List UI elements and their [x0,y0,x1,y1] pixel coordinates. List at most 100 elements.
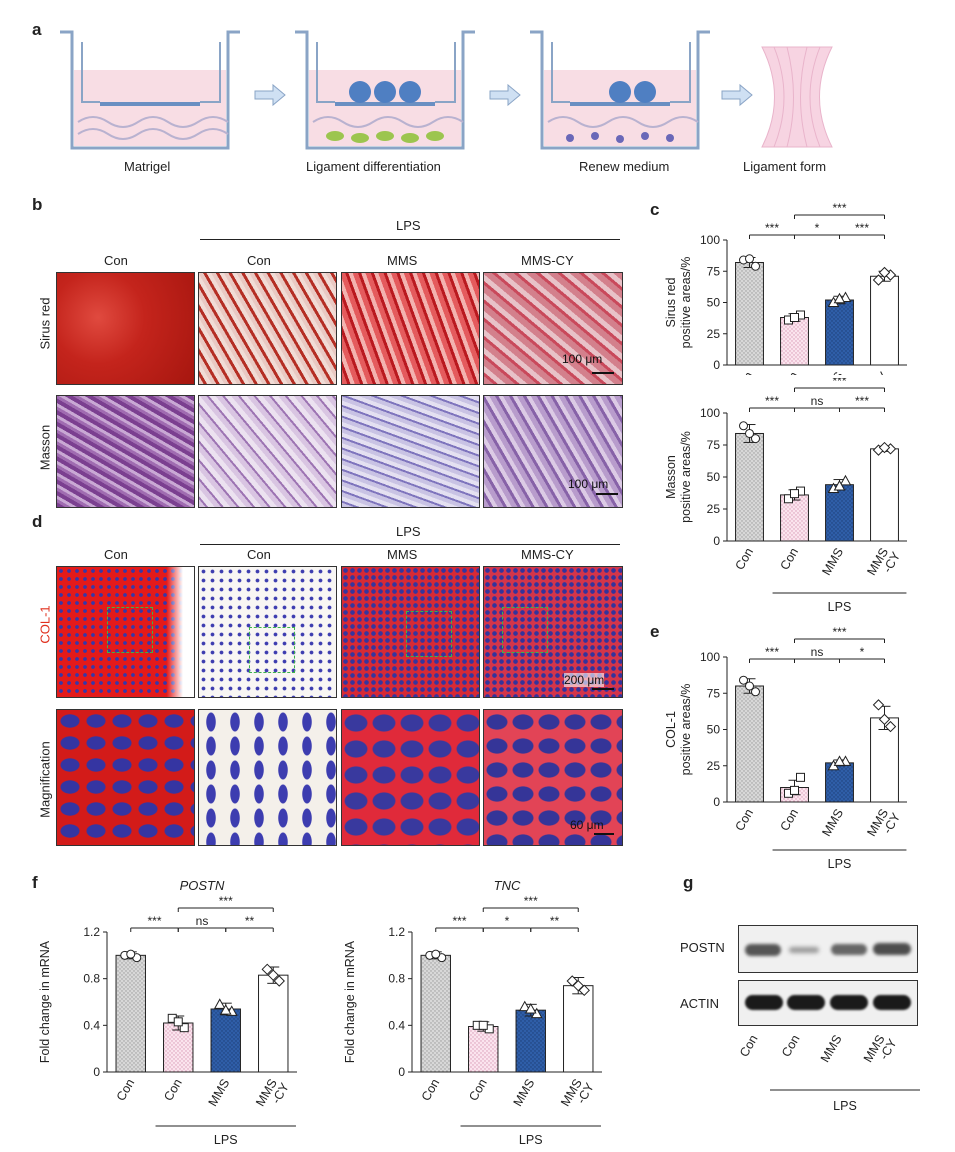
chart-title: POSTN [180,878,225,893]
x-tick-label: MMS [819,370,846,376]
scale-bar: 60 μm [570,818,614,835]
significance-bracket [839,658,885,663]
significance-bracket [482,927,532,932]
blot-actin [738,980,918,1026]
data-point [745,681,754,691]
blot-band [789,947,819,953]
x-tick-label: MMS [511,1077,538,1109]
significance-label: ns [196,914,209,928]
data-point [173,1017,183,1027]
panel-label-a: a [32,20,42,39]
significance-label: *** [832,201,846,215]
blot-band [831,944,867,955]
bar [870,448,899,542]
well-renew [530,30,710,150]
group-label: LPS [828,857,852,871]
ligament-icon [761,46,833,148]
chart-postn: 0 0.4 0.8 1.2 Fold change in mRNA POSTN Con Con… [38,878,297,1147]
bar [420,954,451,1073]
x-tick-label: MMS [206,1077,233,1109]
scale-bar: 200 μm [564,673,614,690]
x-tick-label: Con [114,1076,138,1103]
data-point [431,949,441,959]
data-point [745,428,754,438]
lane-label: Con [779,1032,803,1059]
panel-label-f: f [32,873,38,892]
data-point [878,441,891,454]
y-tick-label: 0.8 [388,972,405,986]
column-label: Con [104,547,128,562]
arrow-icon [254,83,286,107]
bar [870,275,899,366]
y-tick-label: 1.2 [83,925,100,939]
significance-label: *** [147,914,161,928]
chart-tnc: 0 0.4 0.8 1.2 Fold change in mRNA TNC Con Con MM… [343,878,602,1147]
column-label: Con [247,547,271,562]
y-tick-label: 75 [707,686,721,700]
y-axis-label: positive areas/% [679,431,693,523]
data-point [572,979,584,992]
bar [825,299,854,366]
data-point [478,1020,488,1030]
group-label: LPS [214,1133,238,1147]
significance-bracket [839,234,885,239]
data-point [219,1004,232,1015]
x-tick-label: Con [778,545,802,572]
significance-bracket [530,927,579,932]
x-tick-label: MMS [819,546,846,578]
lps-header: LPS [396,524,421,539]
blot-band [787,995,825,1010]
micrograph-sirus-mmscy [483,272,623,385]
significance-bracket [839,407,885,412]
micrograph-masson-mmscy [483,395,623,508]
data-point [872,699,885,711]
significance-label: * [860,645,865,659]
blot-band [745,944,781,956]
micrograph-sirus-mms [341,272,480,385]
lps-header: LPS [396,218,421,233]
significance-bracket [749,407,795,412]
blot-band [873,995,911,1010]
significance-label: *** [524,894,538,908]
micrograph-sirus-lps-con [198,272,337,385]
data-point [833,292,846,304]
column-label: Con [247,253,271,268]
x-tick-label: Con [466,1076,490,1103]
data-point [745,254,754,264]
panel-label-c: c [650,200,660,219]
bar [735,432,764,542]
y-axis-label: COL-1 [664,711,678,748]
data-point [751,434,760,444]
y-tick-label: 0.8 [83,972,100,986]
step-label: Ligament form [743,159,827,174]
y-tick-label: 0.4 [83,1018,100,1032]
lps-line [200,544,620,545]
micrograph-masson-mms [341,395,480,508]
chart-col1: 0 25 50 75 100 COL-1 positive areas/% Con Con MMS… [664,625,907,871]
data-point [833,755,846,766]
scale-bar: 100 μm [562,352,614,374]
bar [515,1009,546,1073]
significance-bracket [130,927,179,932]
significance-label: ** [245,914,255,928]
data-point [833,479,846,491]
significance-label: * [815,221,820,235]
significance-bracket [794,387,885,392]
y-tick-label: 75 [707,438,721,452]
row-label: COL-1 [37,605,53,644]
y-axis-label: Fold change in mRNA [38,940,52,1063]
well-matrigel [60,30,240,150]
data-point [790,785,799,795]
blot-row-label: ACTIN [680,996,719,1011]
magnification-mmscy [483,709,623,846]
data-point [267,969,279,981]
significance-label: *** [765,221,779,235]
x-tick-label: Con [778,369,802,375]
y-axis-label: Fold change in mRNA [343,940,357,1063]
blot-postn [738,925,918,973]
y-tick-label: 1.2 [388,925,405,939]
micrograph-masson-con [56,395,195,508]
y-tick-label: 100 [700,233,720,247]
